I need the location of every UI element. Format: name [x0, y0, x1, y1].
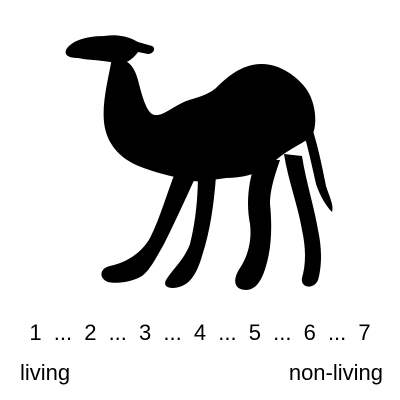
scale-point-7: 7 [358, 320, 371, 345]
scale-point-6: 6 [303, 320, 316, 345]
scale-point-4: 4 [193, 320, 207, 345]
scale-point-2: 2 [84, 320, 97, 345]
scale-left-anchor: living [20, 360, 71, 385]
scale-point-3: 3 [139, 320, 152, 345]
rating-scale: 1 ... 2 ... 3 ... 4 ... 5 ... 6 ... 7 [0, 316, 400, 350]
scale-separator: ... [327, 320, 347, 345]
scale-separator: ... [218, 320, 237, 345]
scale-point-1: 1 [29, 320, 42, 345]
camel-silhouette-icon [65, 35, 333, 290]
scale-right-anchor: non-living [288, 360, 383, 385]
scale-separator: ... [273, 320, 292, 345]
scale-separator: ... [163, 320, 182, 345]
scale-separator: ... [108, 320, 127, 345]
scale-point-5: 5 [248, 320, 261, 345]
scale-separator: ... [53, 320, 73, 345]
